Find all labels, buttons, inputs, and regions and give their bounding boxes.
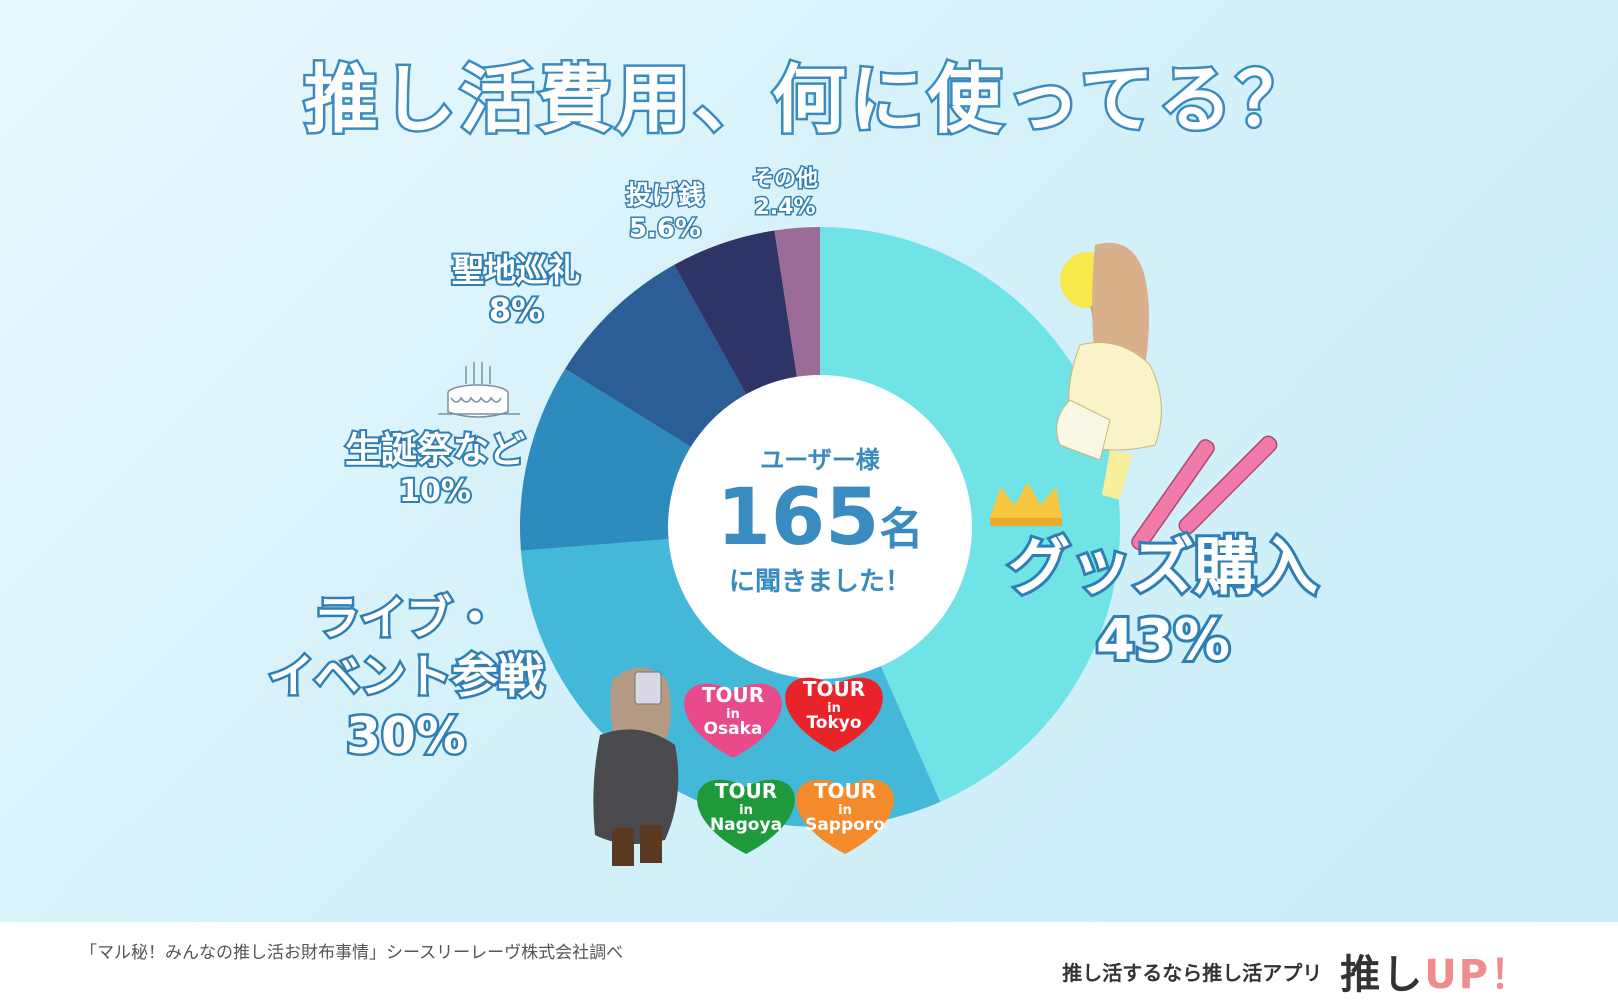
heart-text: TOUR — [814, 779, 876, 803]
app-promo: 推し活するなら推し活アプリ 推しUP！ — [1062, 942, 1532, 1000]
center-count: 165名 — [670, 479, 970, 557]
heart-text: TOUR — [702, 683, 764, 707]
page-title: 推し活費用、何に使ってる？ — [301, 55, 1315, 146]
heart-text: Osaka — [704, 719, 763, 739]
label-pilgrimage: 聖地巡礼 8% — [450, 249, 582, 331]
logo-bang: ！ — [1490, 952, 1532, 998]
app-logo: 推しUP！ — [1340, 942, 1532, 1000]
label-tipping-pct: 5.6% — [627, 212, 702, 245]
donut-center: ユーザー様 165名 に聞きました！ — [670, 440, 970, 598]
center-users-label: ユーザー様 — [760, 446, 880, 474]
label-tipping: 投げ銭 5.6% — [624, 180, 705, 245]
label-birthday-name: 生誕祭など — [343, 428, 527, 473]
logo-prefix: 推し — [1340, 952, 1425, 998]
label-live-line1: ライブ・ — [312, 589, 501, 648]
label-other: その他 2.4% — [750, 166, 819, 221]
crown-icon — [990, 482, 1062, 526]
label-live-line2: イベント参戦 — [266, 646, 547, 705]
heart-text: in — [838, 803, 852, 818]
heart-text: in — [827, 701, 841, 716]
heart-shape — [697, 779, 795, 854]
center-asked: に聞きました！ — [728, 567, 911, 597]
source-note: 「マル秘！みんなの推し活お財布事情」シースリーレーヴ株式会社調べ — [80, 943, 624, 963]
label-live-pct: 30% — [344, 705, 469, 768]
label-pilgrimage-pct: 8% — [487, 289, 545, 331]
label-pilgrimage-name: 聖地巡礼 — [450, 249, 582, 291]
label-other-name: その他 — [750, 166, 819, 194]
label-goods-name: グッズ購入 — [1005, 527, 1321, 606]
girl-with-fan-illustration — [1056, 242, 1162, 500]
center-count-value: 165 — [716, 473, 880, 563]
heart-text: Sapporo — [805, 815, 885, 835]
heart-shape — [684, 683, 782, 758]
heart-shape — [785, 677, 883, 752]
label-other-pct: 2.4% — [753, 193, 817, 221]
heart-text: in — [739, 803, 753, 818]
footer: 「マル秘！みんなの推し活お財布事情」シースリーレーヴ株式会社調べ 推し活するなら… — [0, 922, 1618, 1000]
heart-text: TOUR — [803, 677, 865, 701]
center-count-unit: 名 — [879, 504, 924, 555]
label-birthday: 生誕祭など 10% — [343, 428, 527, 511]
cake-icon — [438, 362, 520, 418]
app-tagline: 推し活するなら推し活アプリ — [1062, 960, 1323, 985]
penlight-icon — [1131, 435, 1278, 551]
heart-text: in — [726, 707, 740, 722]
crouching-girl-illustration — [593, 667, 679, 866]
label-birthday-pct: 10% — [397, 472, 473, 511]
heart-text: Nagoya — [710, 815, 782, 835]
heart-shape — [796, 779, 894, 854]
logo-up: UP — [1424, 952, 1490, 998]
label-goods: グッズ購入 43% — [1005, 527, 1321, 676]
label-live: ライブ・ イベント参戦 30% — [266, 589, 547, 768]
heart-text: Tokyo — [806, 713, 861, 733]
label-tipping-name: 投げ銭 — [624, 180, 705, 213]
heart-text: TOUR — [715, 779, 777, 803]
label-goods-pct: 43% — [1093, 605, 1233, 676]
donut-hole — [668, 375, 972, 679]
